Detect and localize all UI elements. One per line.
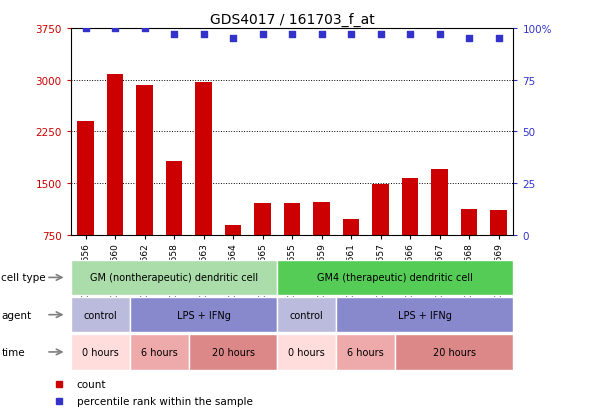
Text: 20 hours: 20 hours xyxy=(433,347,476,357)
Bar xyxy=(77,122,94,235)
Text: 6 hours: 6 hours xyxy=(348,347,384,357)
Text: count: count xyxy=(77,379,106,389)
Text: agent: agent xyxy=(1,310,31,320)
Bar xyxy=(166,162,182,235)
Text: 20 hours: 20 hours xyxy=(212,347,254,357)
Point xyxy=(228,36,238,43)
Text: time: time xyxy=(1,347,25,357)
Point xyxy=(405,32,415,38)
Text: 0 hours: 0 hours xyxy=(289,347,325,357)
Bar xyxy=(372,185,389,235)
Bar xyxy=(107,75,123,235)
Bar xyxy=(490,211,507,235)
Text: cell type: cell type xyxy=(1,273,46,283)
Point xyxy=(435,32,444,38)
Bar xyxy=(136,85,153,235)
Point xyxy=(346,32,356,38)
Bar xyxy=(431,170,448,235)
Text: LPS + IFNg: LPS + IFNg xyxy=(398,310,452,320)
Text: control: control xyxy=(290,310,324,320)
Bar xyxy=(254,204,271,235)
Text: GM (nontherapeutic) dendritic cell: GM (nontherapeutic) dendritic cell xyxy=(90,273,258,283)
Point xyxy=(199,32,208,38)
Point xyxy=(376,32,385,38)
Text: LPS + IFNg: LPS + IFNg xyxy=(176,310,231,320)
Point xyxy=(317,32,326,38)
Point xyxy=(169,32,179,38)
Point xyxy=(110,26,120,32)
Bar xyxy=(343,220,359,235)
Text: GM4 (therapeutic) dendritic cell: GM4 (therapeutic) dendritic cell xyxy=(317,273,473,283)
Bar xyxy=(313,202,330,235)
Point xyxy=(494,36,503,43)
Bar xyxy=(284,203,300,235)
Point xyxy=(464,36,474,43)
Bar xyxy=(402,179,418,235)
Text: control: control xyxy=(83,310,117,320)
Point xyxy=(81,26,90,32)
Text: 6 hours: 6 hours xyxy=(141,347,178,357)
Bar xyxy=(461,209,477,235)
Title: GDS4017 / 161703_f_at: GDS4017 / 161703_f_at xyxy=(209,12,375,26)
Point xyxy=(140,26,149,32)
Bar xyxy=(225,225,241,235)
Point xyxy=(287,32,297,38)
Point xyxy=(258,32,267,38)
Text: percentile rank within the sample: percentile rank within the sample xyxy=(77,396,253,406)
Text: 0 hours: 0 hours xyxy=(82,347,119,357)
Bar xyxy=(195,83,212,235)
